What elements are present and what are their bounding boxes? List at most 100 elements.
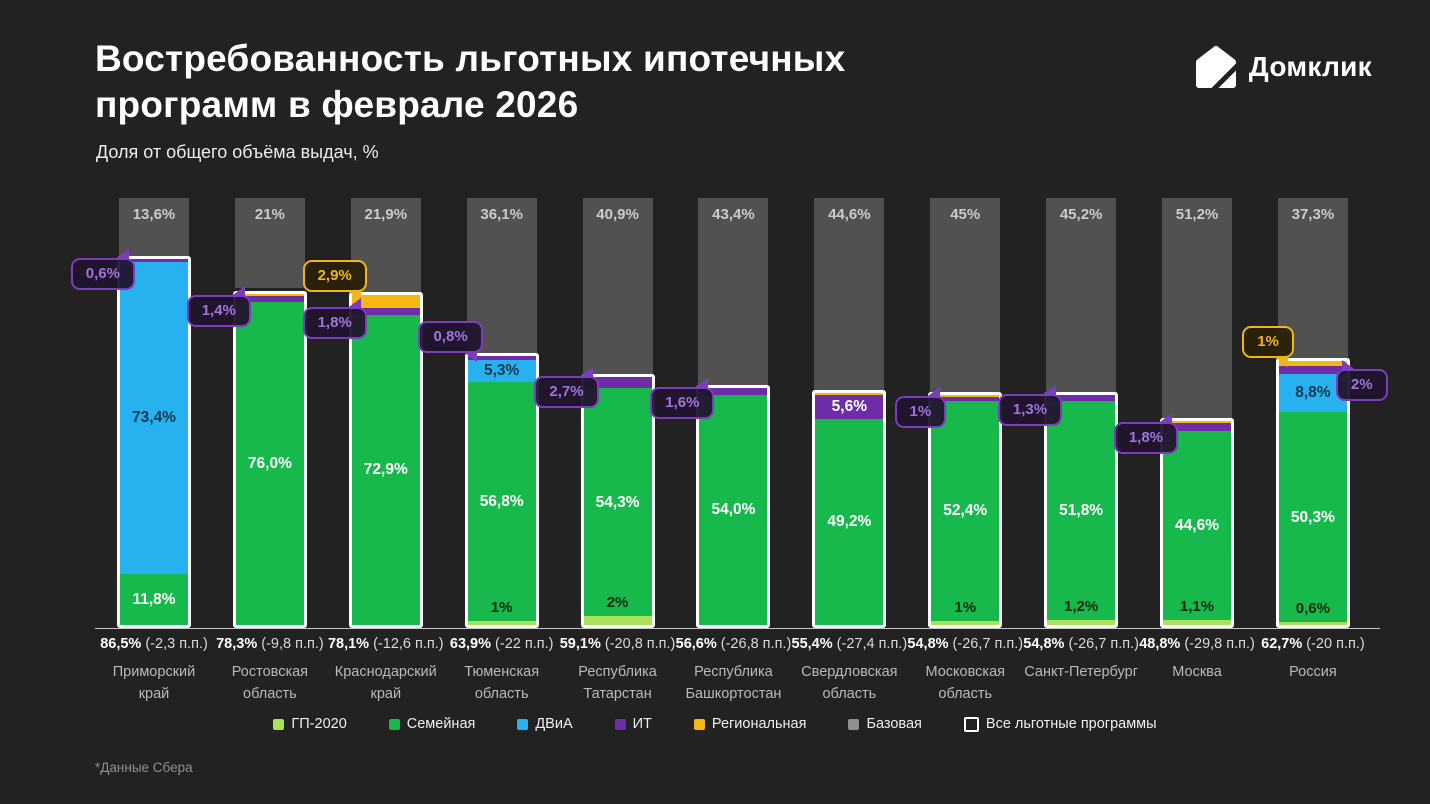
base-share-label: 45% [950,206,981,223]
segment-Семейная: 51,8% [1047,400,1116,620]
segment-ДВиА: 8,8% [1278,374,1347,413]
region-name: Санкт-Петербург [1024,664,1138,680]
region-total: 63,9% (-22 п.п.) [450,636,554,652]
legend-item: ДВиА [517,716,573,732]
total-change-value: (-29,8 п.п.) [1180,636,1255,652]
legend-label: Базовая [866,716,922,732]
callout-pointer [1041,385,1057,397]
callout-Региональная: 2,9% [302,260,367,302]
subsidized-programs-bar: 44,6% 1,1% [1160,418,1235,628]
brand-name: Домклик [1248,51,1372,82]
callout-ИТ: 1,8% [1113,413,1179,455]
region-column: 21,9% 2,9% 1,8% 72,9% 78,1% (-12,6 п.п.) Крас… [302,198,444,702]
base-share-label: 21,9% [364,206,408,223]
region-column: 44,6% 5,6% 49,2% 55,4% (-27,4 п.п.) Свердлов… [792,198,907,702]
chart-subtitle: Доля от общего объёма выдач, % [96,142,379,162]
callout-pointer [114,249,129,261]
legend-swatch-icon [848,718,860,730]
total-share-value: 78,1% [327,636,370,652]
segment-ИТ: 5,6% [815,394,884,419]
segment-value-label: 8,8% [1295,384,1331,402]
total-change-value: (-26,7 п.п.) [1064,636,1139,652]
segment-value-label: 2% [606,594,629,612]
total-change-value: (-27,4 п.п.) [832,636,908,652]
region-column: 13,6% 0,6% 73,4% 11,8% 86,5% (-2,3 п.п.) Прим… [70,198,208,702]
region-name: Россия [1289,664,1337,680]
total-share-value: 63,9% [449,636,492,652]
region-column: 37,3% 1% 2% 8,8% 50,3% 0,6% 62,7% (-20 п.п.) Ро… [1242,198,1388,680]
base-share-label: 43,4% [712,206,755,223]
legend-item: Все льготные программы [963,716,1157,732]
subsidized-programs-bar: 51,8% 1,2% [1044,392,1119,628]
segment-Региональная [931,395,1000,398]
subsidized-programs-bar: 8,8% 50,3% 0,6% [1275,358,1350,628]
callout-ИТ: 1,3% [997,385,1063,427]
base-share-label: 51,2% [1175,206,1219,223]
callout-Региональная: 1% [1242,326,1294,368]
footnote: *Данные Сбера [95,760,193,775]
base-share-label: 13,6% [132,206,176,223]
region-name: Свердловская область [801,664,898,702]
subsidized-programs-bar: 52,4% 1% [928,392,1003,628]
segment-Семейная: 72,9% [351,315,420,625]
legend-item: Базовая [848,716,922,732]
legend-label: ИТ [632,716,652,732]
region-total: 48,8% (-29,8 п.п.) [1139,636,1255,652]
segment-value-label: 73,4% [132,409,176,427]
segment-ИТ [1278,365,1347,375]
legend-swatch-icon [517,718,529,730]
callout-ИТ: 1% [894,387,947,429]
callout-pointer [693,377,709,389]
region-name: Тюменская область [464,664,540,702]
segment-ИТ [351,307,420,316]
segment-value-label: 72,9% [363,461,408,479]
legend-label: Все льготные программы [985,716,1157,732]
region-name: Республика Татарстан [578,664,657,702]
segment-value-label: 5,6% [831,397,868,415]
segment-ГП-2020 [583,616,652,625]
segment-Семейная: 50,3% [1278,412,1347,623]
subsidized-programs-bar: 54,0% [696,384,771,628]
segment-ИТ [699,387,768,395]
segment-Региональная [1163,421,1232,424]
segment-Семейная: 52,4% [931,401,1000,621]
callout-pointer [345,290,361,302]
callout-ИТ: 1,6% [650,377,715,419]
segment-value-label: 50,3% [1290,508,1335,526]
region-total: 54,8% (-26,7 п.п.) [1023,636,1139,652]
legend-swatch-icon [388,718,400,730]
legend-item: ГП-2020 [273,716,347,732]
domclick-house-icon [1193,44,1239,90]
region-total: 56,6% (-26,8 п.п.) [676,636,792,652]
total-change-value: (-26,7 п.п.) [948,636,1024,652]
segment-value-label: 1% [954,598,977,616]
stacked-bar-chart: 13,6% 0,6% 73,4% 11,8% 86,5% (-2,3 п.п.) Прим… [70,198,1388,702]
legend-item: ИТ [614,716,652,732]
callout-pointer [229,285,245,297]
segment-value-label: 52,4% [943,502,988,520]
title-line-1: Востребованность льготных ипотечных [95,38,846,79]
legend-item: Региональная [693,716,806,732]
callout-ИТ: 2,7% [534,366,599,408]
region-name: Республика Башкортостан [685,664,782,702]
region-name: Москва [1172,664,1222,680]
segment-value-label: 1% [490,598,513,616]
segment-value-label: 0,6% [1295,600,1330,618]
segment-ГП-2020 [1163,620,1232,625]
callout-pointer [1157,413,1173,425]
subsidized-programs-bar: 72,9% [348,292,423,628]
total-share-value: 55,4% [791,636,833,652]
segment-Семейная: 54,3% [583,388,652,617]
segment-Региональная [235,294,304,296]
region-name: Ростовская область [231,664,309,702]
callout-ИТ: 1,8% [302,297,367,339]
callout-pointer [1272,356,1288,368]
segment-value-label: 56,8% [479,492,524,510]
base-share-label: 44,6% [828,206,871,223]
base-share-label: 36,1% [480,206,523,223]
segment-ГП-2020 [1278,622,1347,625]
segment-value-label: 1,1% [1179,598,1215,616]
segment-Семейная: 49,2% [815,418,884,625]
base-program-bar: 13,6% [119,198,189,257]
base-program-bar: 51,2% [1162,198,1233,419]
